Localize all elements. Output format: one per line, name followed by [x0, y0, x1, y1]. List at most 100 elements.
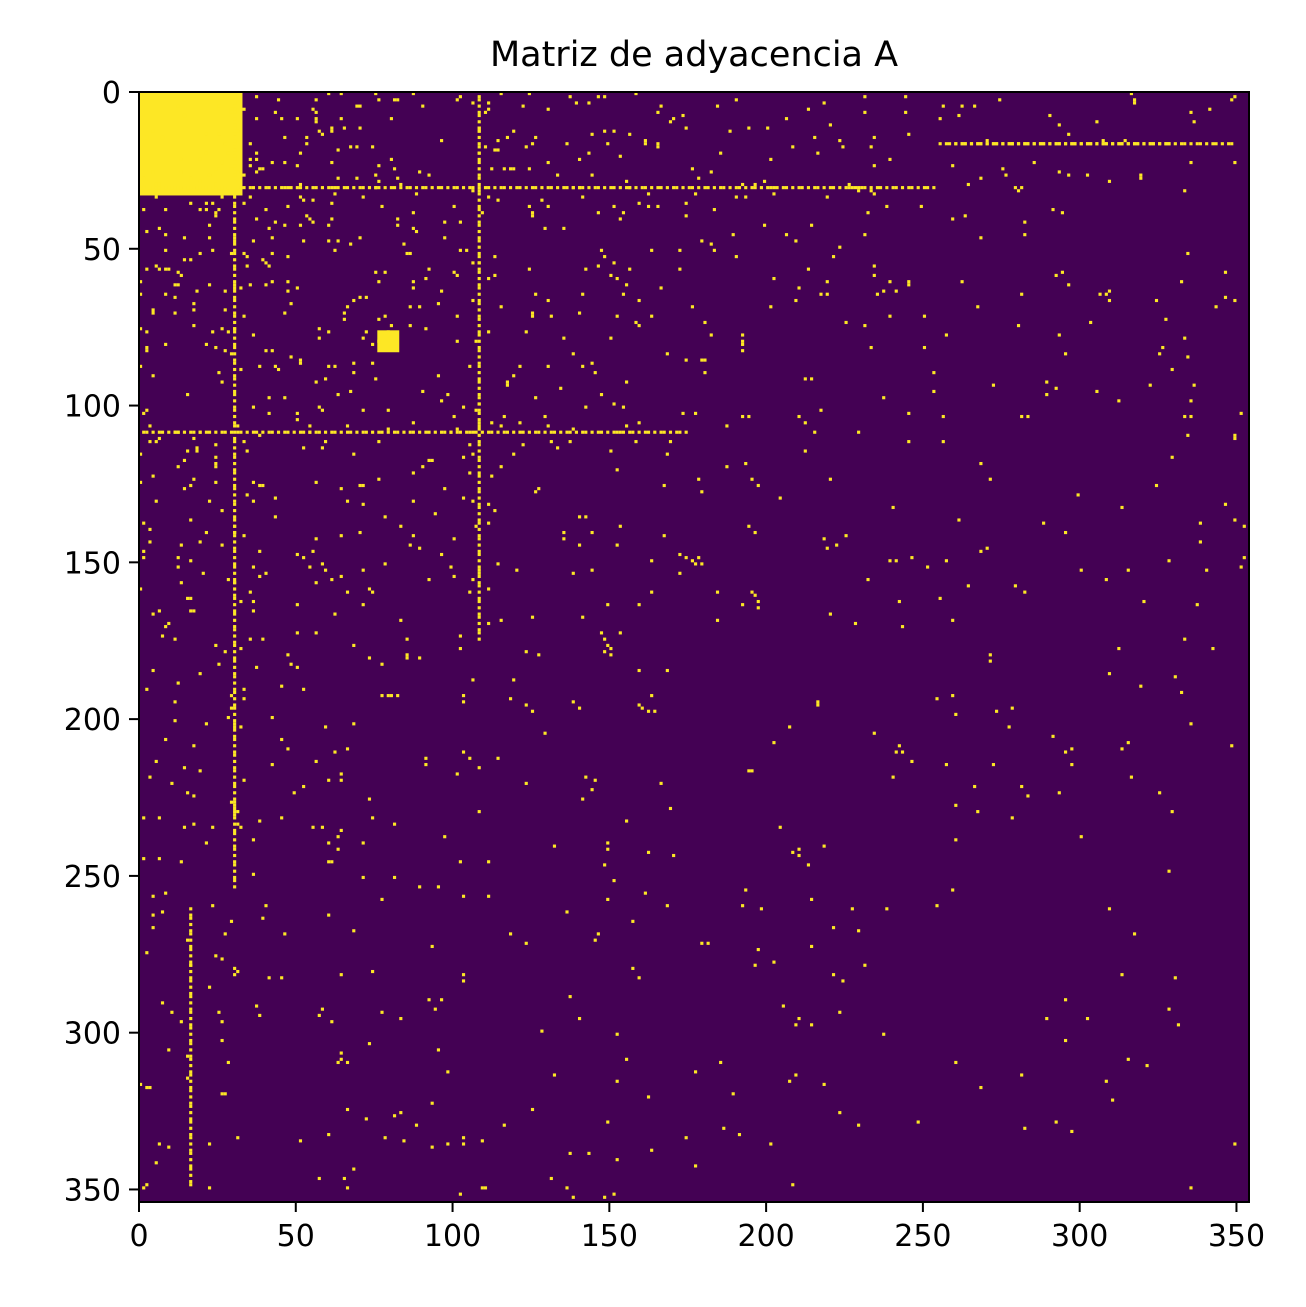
heatmap-cell	[571, 571, 575, 575]
heatmap-cell	[151, 474, 155, 478]
heatmap-cell	[233, 875, 237, 880]
heatmap-cell	[844, 534, 848, 538]
heatmap-cell	[352, 722, 356, 726]
heatmap-cell	[816, 151, 820, 155]
heatmap-cell	[991, 763, 996, 767]
heatmap-cell	[411, 280, 415, 284]
heatmap-cell	[273, 496, 277, 500]
heatmap-cell	[694, 411, 698, 415]
heatmap-cell	[477, 443, 481, 447]
heatmap-cell	[537, 487, 541, 491]
heatmap-cell	[339, 973, 343, 977]
heatmap-cell	[477, 255, 481, 259]
heatmap-cell	[255, 170, 259, 174]
heatmap-cell	[314, 110, 318, 114]
heatmap-cell	[189, 922, 193, 927]
heatmap-cell	[1170, 810, 1174, 814]
heatmap-cell	[173, 283, 177, 287]
heatmap-cell	[389, 186, 393, 190]
heatmap-cell	[217, 1010, 221, 1014]
heatmap-cell	[1120, 505, 1124, 510]
heatmap-cell	[822, 844, 826, 848]
heatmap-cell	[189, 258, 193, 262]
heatmap-cell	[1198, 521, 1202, 525]
heatmap-cell	[189, 907, 193, 911]
heatmap-cell	[361, 875, 365, 880]
heatmap-cell	[584, 405, 588, 409]
heatmap-cell	[512, 452, 516, 456]
heatmap-cell	[543, 430, 547, 434]
heatmap-cell	[189, 976, 193, 980]
heatmap-cell	[264, 283, 268, 287]
heatmap-cell	[233, 345, 237, 350]
heatmap-cell	[239, 725, 243, 729]
heatmap-cell	[477, 490, 481, 494]
heatmap-cell	[320, 408, 324, 412]
heatmap-cell	[822, 1082, 826, 1086]
heatmap-cell	[305, 186, 309, 190]
heatmap-cell	[189, 1183, 193, 1187]
heatmap-cell	[496, 139, 500, 143]
heatmap-cell	[336, 847, 340, 851]
heatmap-cell	[233, 462, 237, 466]
heatmap-cell	[499, 465, 503, 469]
heatmap-cell	[383, 186, 387, 190]
heatmap-cell	[160, 634, 165, 638]
heatmap-cell	[264, 186, 268, 190]
heatmap-cell	[487, 521, 491, 525]
heatmap-cell	[1214, 305, 1218, 309]
heatmap-cell	[233, 744, 237, 748]
heatmap-cell	[1183, 142, 1187, 146]
heatmap-cell	[477, 487, 481, 491]
heatmap-cell	[176, 430, 180, 434]
heatmap-cell	[847, 182, 851, 187]
heatmap-cell	[577, 311, 582, 315]
heatmap-cell	[1211, 647, 1215, 651]
heatmap-cell	[186, 393, 190, 397]
heatmap-cell	[461, 496, 466, 500]
heatmap-cell	[261, 167, 265, 171]
heatmap-cell	[286, 280, 290, 284]
heatmap-cell	[499, 618, 503, 622]
heatmap-cell	[233, 389, 237, 394]
heatmap-cell	[907, 280, 911, 284]
heatmap-cell	[512, 167, 516, 171]
heatmap-cell	[869, 186, 873, 190]
heatmap-cell	[784, 186, 789, 190]
heatmap-cell	[944, 333, 948, 337]
heatmap-cell	[1176, 1023, 1181, 1027]
heatmap-cell	[264, 261, 268, 265]
heatmap-cell	[954, 1060, 958, 1065]
heatmap-cell	[189, 1032, 193, 1036]
heatmap-cell	[189, 954, 193, 958]
heatmap-cell	[1148, 142, 1152, 146]
heatmap-cell	[386, 427, 390, 431]
heatmap-cell	[756, 483, 760, 488]
heatmap-cell	[345, 1107, 350, 1112]
heatmap-cell	[951, 888, 955, 892]
heatmap-cell	[217, 208, 221, 212]
heatmap-cell	[201, 571, 205, 575]
heatmap-cell	[487, 330, 491, 334]
heatmap-cell	[233, 273, 237, 277]
heatmap-cell	[593, 938, 597, 942]
heatmap-cell	[446, 393, 450, 397]
heatmap-cell	[314, 430, 318, 434]
heatmap-cell	[207, 223, 212, 227]
heatmap-cell	[421, 104, 425, 108]
heatmap-cell	[189, 1164, 193, 1168]
heatmap-cell	[477, 345, 481, 350]
heatmap-cell	[1161, 345, 1165, 350]
heatmap-cell	[427, 578, 431, 582]
heatmap-cell	[857, 186, 861, 190]
heatmap-cell	[233, 540, 237, 544]
heatmap-cell	[233, 656, 237, 660]
heatmap-cell	[697, 176, 701, 180]
heatmap-cell	[179, 581, 183, 585]
heatmap-cell	[145, 408, 149, 412]
heatmap-cell	[295, 665, 299, 669]
heatmap-cell	[546, 186, 550, 190]
heatmap-cell	[461, 894, 466, 898]
heatmap-cell	[471, 189, 475, 193]
heatmap-cell	[258, 819, 262, 823]
